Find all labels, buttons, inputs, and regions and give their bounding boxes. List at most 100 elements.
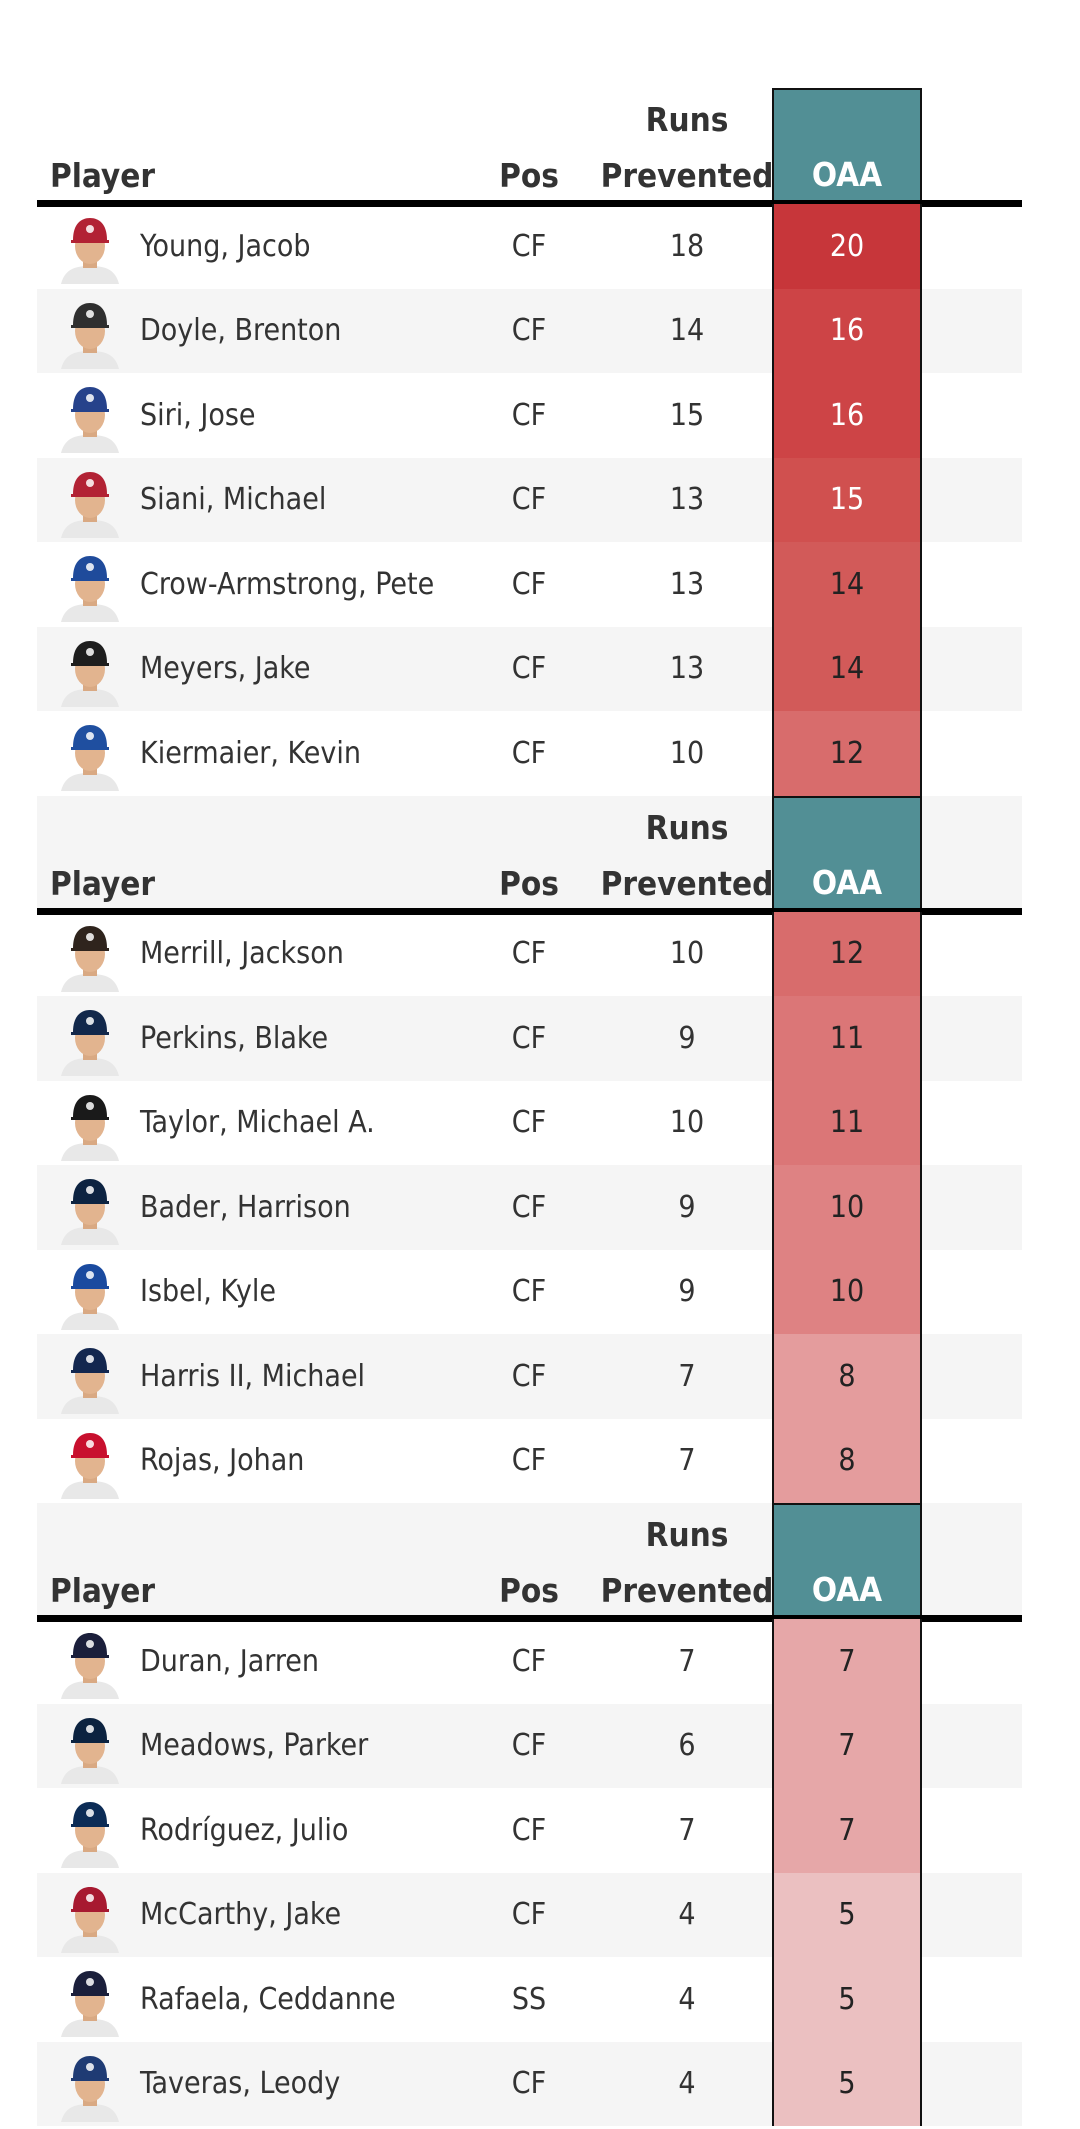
table-row[interactable]: Kiermaier, Kevin CF 10 12	[37, 711, 1022, 796]
oaa-value: 14	[829, 566, 865, 602]
header-runs-prevented: Runs Prevented	[592, 1507, 782, 1619]
player-position: CF	[511, 1443, 547, 1479]
player-name[interactable]: Meyers, Jake	[140, 651, 311, 687]
table-row[interactable]: Perkins, Blake CF 9 11	[37, 996, 1022, 1081]
table-row[interactable]: Rodríguez, Julio CF 7 7	[37, 1788, 1022, 1873]
player-name[interactable]: Merrill, Jackson	[140, 936, 344, 972]
player-name[interactable]: Siri, Jose	[140, 397, 256, 433]
player-name[interactable]: McCarthy, Jake	[140, 1897, 342, 1933]
player-name[interactable]: Meadows, Parker	[140, 1728, 369, 1764]
table-row[interactable]: Harris II, Michael CF 7 8	[37, 1334, 1022, 1419]
oaa-value-cell: 5	[772, 2041, 922, 2126]
header-runs-line2: Prevented	[600, 863, 774, 903]
player-name[interactable]: Duran, Jarren	[140, 1643, 319, 1679]
table-row[interactable]: Rafaela, Ceddanne SS 4 5	[37, 1957, 1022, 2042]
oaa-value: 10	[829, 1274, 865, 1310]
player-position: CF	[511, 1189, 547, 1225]
oaa-value-cell: 10	[772, 1249, 922, 1334]
header-rule	[37, 907, 1022, 915]
player-name[interactable]: Rodríguez, Julio	[140, 1812, 349, 1848]
header-oaa: OAA	[772, 795, 922, 912]
player-position: CF	[511, 1812, 547, 1848]
player-name[interactable]: Harris II, Michael	[140, 1358, 366, 1394]
table-row[interactable]: Crow-Armstrong, Pete CF 13 14	[37, 542, 1022, 627]
header-runs-line1: Runs	[645, 1515, 729, 1554]
player-name[interactable]: Rafaela, Ceddanne	[140, 1981, 396, 2017]
header-player: Player	[50, 1571, 156, 1610]
oaa-value: 5	[838, 1981, 856, 2017]
table-row[interactable]: McCarthy, Jake CF 4 5	[37, 1872, 1022, 1957]
player-name[interactable]: Taylor, Michael A.	[140, 1105, 375, 1141]
table-row[interactable]: Siri, Jose CF 15 16	[37, 373, 1022, 458]
table-row[interactable]: Duran, Jarren CF 7 7	[37, 1619, 1022, 1704]
player-headshot-image	[61, 640, 119, 707]
player-headshot-image	[61, 1432, 119, 1499]
oaa-value-cell: 10	[772, 1165, 922, 1250]
table-row[interactable]: Young, Jacob CF 18 20	[37, 204, 1022, 289]
oaa-value-cell: 16	[772, 288, 922, 373]
player-headshot-image	[61, 925, 119, 992]
player-headshot-image	[61, 302, 119, 369]
runs-prevented-value: 9	[678, 1189, 696, 1225]
oaa-value: 7	[838, 1812, 856, 1848]
oaa-value-cell: 7	[772, 1788, 922, 1873]
runs-prevented-value: 9	[678, 1274, 696, 1310]
table-row[interactable]: Bader, Harrison CF 9 10	[37, 1165, 1022, 1250]
player-position: CF	[511, 1020, 547, 1056]
runs-prevented-value: 6	[678, 1728, 696, 1764]
header-pos: Pos	[499, 863, 559, 903]
player-position: CF	[511, 482, 547, 518]
table-header: Player Pos Runs Prevented OAA	[37, 1503, 1022, 1622]
oaa-value-cell: 8	[772, 1334, 922, 1419]
table-row[interactable]: Taylor, Michael A. CF 10 11	[37, 1080, 1022, 1165]
oaa-value: 5	[838, 2066, 856, 2102]
table-row[interactable]: Meadows, Parker CF 6 7	[37, 1703, 1022, 1788]
player-headshot-image	[61, 1802, 119, 1868]
oaa-value-cell: 7	[772, 1619, 922, 1704]
player-headshot-image	[61, 2055, 119, 2122]
oaa-value-cell: 5	[772, 1957, 922, 2042]
oaa-value: 7	[838, 1643, 856, 1679]
player-position: CF	[511, 397, 547, 433]
table-row[interactable]: Isbel, Kyle CF 9 10	[37, 1249, 1022, 1334]
oaa-value-cell: 16	[772, 373, 922, 458]
player-position: CF	[511, 1728, 547, 1764]
oaa-value: 20	[829, 228, 865, 264]
player-position: CF	[511, 313, 547, 349]
player-name[interactable]: Young, Jacob	[140, 228, 311, 264]
player-name[interactable]: Doyle, Brenton	[140, 313, 342, 349]
table-row[interactable]: Rojas, Johan CF 7 8	[37, 1418, 1022, 1503]
player-position: CF	[511, 936, 547, 972]
player-position: CF	[511, 651, 547, 687]
player-name[interactable]: Crow-Armstrong, Pete	[140, 566, 435, 602]
table-row[interactable]: Merrill, Jackson CF 10 12	[37, 911, 1022, 996]
oaa-value: 10	[829, 1189, 865, 1225]
runs-prevented-value: 7	[678, 1443, 696, 1479]
player-name[interactable]: Taveras, Leody	[140, 2066, 341, 2102]
oaa-value-cell: 20	[772, 204, 922, 289]
table-row[interactable]: Siani, Michael CF 13 15	[37, 457, 1022, 542]
oaa-value: 8	[838, 1358, 856, 1394]
header-oaa-label: OAA	[811, 862, 883, 902]
header-oaa: OAA	[772, 88, 922, 204]
table-row[interactable]: Meyers, Jake CF 13 14	[37, 626, 1022, 711]
player-name[interactable]: Bader, Harrison	[140, 1189, 351, 1225]
player-name[interactable]: Kiermaier, Kevin	[140, 735, 361, 771]
oaa-value-cell: 12	[772, 911, 922, 996]
oaa-value: 12	[829, 735, 865, 771]
table-row[interactable]: Doyle, Brenton CF 14 16	[37, 288, 1022, 373]
player-name[interactable]: Siani, Michael	[140, 482, 327, 518]
oaa-value: 16	[829, 313, 865, 349]
oaa-value: 7	[838, 1728, 856, 1764]
runs-prevented-value: 7	[678, 1643, 696, 1679]
player-name[interactable]: Perkins, Blake	[140, 1020, 329, 1056]
oaa-value-cell: 8	[772, 1418, 922, 1503]
table-row[interactable]: Taveras, Leody CF 4 5	[37, 2041, 1022, 2126]
player-name[interactable]: Isbel, Kyle	[140, 1274, 276, 1310]
player-name[interactable]: Rojas, Johan	[140, 1443, 305, 1479]
header-player: Player	[50, 863, 156, 903]
header-runs-line1: Runs	[645, 807, 729, 847]
runs-prevented-value: 4	[678, 1981, 696, 2017]
header-rule	[37, 1615, 1022, 1622]
runs-prevented-value: 10	[669, 936, 705, 972]
